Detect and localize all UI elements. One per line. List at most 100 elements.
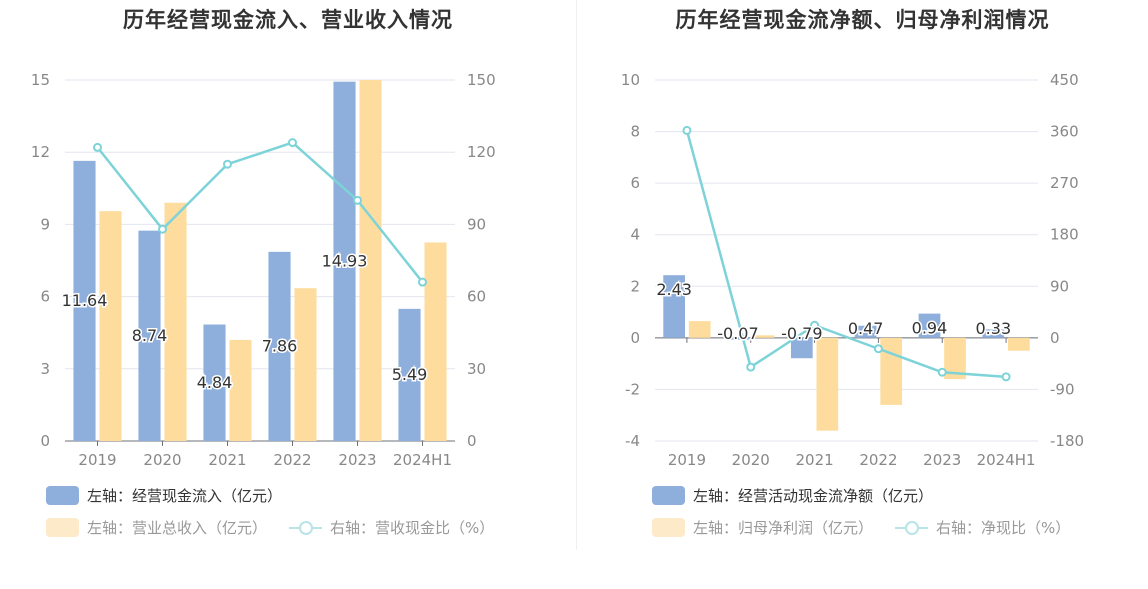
series-line — [96, 141, 424, 283]
x-axis-tick-label: 2024H1 — [977, 451, 1036, 469]
left-axis-tick-label: 8 — [630, 123, 640, 141]
line-point — [682, 125, 692, 135]
right-axis-tick-label: -90 — [1050, 380, 1075, 398]
bar — [359, 80, 382, 441]
data-label: 11.64 — [62, 291, 108, 310]
legend-line-marker-icon — [895, 518, 929, 537]
bar — [688, 321, 711, 338]
line-point — [93, 142, 102, 152]
left-axis-tick-label: 6 — [630, 174, 640, 192]
data-label: 2.43 — [656, 280, 692, 299]
legend-label: 左轴：营业总收入（亿元） — [87, 519, 268, 537]
legend-item-bar-blue[interactable]: 左轴：经营活动现金流净额（亿元） — [652, 485, 933, 506]
legend-item-bar-orange[interactable]: 左轴：营业总收入（亿元） 右轴：营收现金比（%） — [46, 517, 494, 538]
legend-label: 左轴：归母净利润（亿元） — [693, 519, 874, 537]
right-axis-tick-label: 270 — [1050, 174, 1079, 192]
left-axis-tick-label: 2 — [630, 277, 640, 295]
bar — [229, 339, 252, 441]
legend-item-bar-orange[interactable]: 左轴：归母净利润（亿元） 右轴：净现比（%） — [652, 517, 1070, 538]
left-axis-tick-label: 15 — [31, 71, 50, 89]
data-label: 7.86 — [262, 336, 298, 355]
bar — [164, 202, 187, 441]
legend-swatch — [46, 486, 79, 505]
legend-swatch — [652, 518, 685, 537]
chart-panel-netcash-profit: 历年经营现金流净额、归母净利润情况 -4 -180 -2 -90 0 0 2 90 4 180 6 2… — [577, 0, 1148, 589]
x-axis-tick-label: 2023 — [338, 451, 376, 469]
data-label: 5.49 — [392, 365, 428, 384]
chart-panel-cashflow-revenue: 历年经营现金流入、营业收入情况 0 0 3 30 6 60 9 90 12 120 15 150 201… — [31, 8, 496, 538]
chart-plot: 0 0 3 30 6 60 9 90 12 120 15 150 2019 2020 2021 2022 202… — [31, 71, 496, 469]
bar — [880, 337, 903, 405]
data-label: 4.84 — [197, 373, 233, 392]
bar — [752, 335, 775, 338]
line-point — [353, 195, 362, 205]
right-axis-tick-label: 90 — [467, 215, 486, 233]
legend-label: 左轴：经营活动现金流净额（亿元） — [693, 487, 934, 505]
left-axis-tick-label: -2 — [625, 380, 640, 398]
right-axis-tick-label: 450 — [1050, 71, 1079, 89]
right-axis-tick-label: 360 — [1050, 123, 1079, 141]
line-point — [746, 362, 756, 372]
left-axis-tick-label: 0 — [630, 329, 640, 347]
right-axis-tick-label: 180 — [1050, 226, 1079, 244]
x-axis-tick-label: 2020 — [143, 451, 181, 469]
left-axis-tick-label: 6 — [40, 288, 50, 306]
series-line — [685, 130, 1007, 379]
legend-item-bar-blue[interactable]: 左轴：经营现金流入（亿元） — [46, 485, 282, 506]
chart-title: 历年经营现金流净额、归母净利润情况 — [675, 8, 1050, 32]
line-point — [158, 224, 167, 234]
bar — [203, 324, 226, 441]
right-axis-tick-label: 150 — [467, 71, 496, 89]
bar — [816, 337, 839, 431]
bar — [982, 329, 1005, 338]
right-axis-tick-label: 0 — [467, 432, 477, 450]
data-label: -0.79 — [781, 324, 822, 343]
bar — [944, 337, 966, 380]
bar — [663, 275, 686, 338]
right-axis-tick-label: 120 — [467, 143, 496, 161]
bar — [398, 308, 421, 441]
right-axis-tick-label: 90 — [1050, 277, 1069, 295]
x-axis-tick-label: 2019 — [78, 451, 116, 469]
bar — [294, 288, 317, 441]
data-label: 0.33 — [976, 319, 1012, 338]
line-point — [418, 277, 427, 287]
chart-plot: -4 -180 -2 -90 0 0 2 90 4 180 6 270 8 360 10 450 2019 202… — [621, 71, 1084, 469]
chart-title: 历年经营现金流入、营业收入情况 — [123, 8, 453, 32]
data-label: 0.94 — [912, 319, 948, 338]
right-axis-tick-label: 0 — [1050, 329, 1060, 347]
line-point — [1001, 372, 1011, 382]
bar — [268, 251, 291, 441]
legend-label: 右轴：营收现金比（%） — [330, 519, 495, 537]
left-axis-tick-label: -4 — [625, 432, 640, 450]
legend-line-marker-icon — [289, 518, 323, 537]
left-axis-tick-label: 3 — [40, 360, 50, 378]
right-axis-tick-label: -180 — [1050, 432, 1084, 450]
data-label: 14.93 — [322, 251, 368, 270]
bar — [918, 313, 941, 338]
bar — [99, 211, 122, 441]
line-point — [873, 344, 883, 354]
legend-swatch — [46, 518, 79, 537]
data-label: 0.47 — [848, 319, 884, 338]
left-axis-tick-label: 12 — [31, 143, 50, 161]
bar — [333, 81, 356, 442]
x-axis-tick-label: 2023 — [923, 451, 961, 469]
line-point — [223, 159, 232, 169]
x-axis-tick-label: 2024H1 — [393, 451, 452, 469]
data-label: 8.74 — [132, 326, 168, 345]
bar — [73, 160, 96, 441]
x-axis-tick-label: 2021 — [795, 451, 833, 469]
bar — [138, 230, 161, 441]
bar — [854, 325, 877, 338]
x-axis-tick-label: 2020 — [732, 451, 770, 469]
line-point — [937, 367, 947, 377]
line-point — [810, 320, 820, 330]
legend-label: 左轴：经营现金流入（亿元） — [87, 487, 283, 505]
bar — [727, 337, 749, 340]
left-axis-tick-label: 0 — [40, 432, 50, 450]
bar — [1007, 337, 1030, 351]
left-axis-tick-label: 9 — [40, 215, 50, 233]
x-axis-tick-label: 2022 — [273, 451, 311, 469]
x-axis-tick-label: 2021 — [208, 451, 246, 469]
